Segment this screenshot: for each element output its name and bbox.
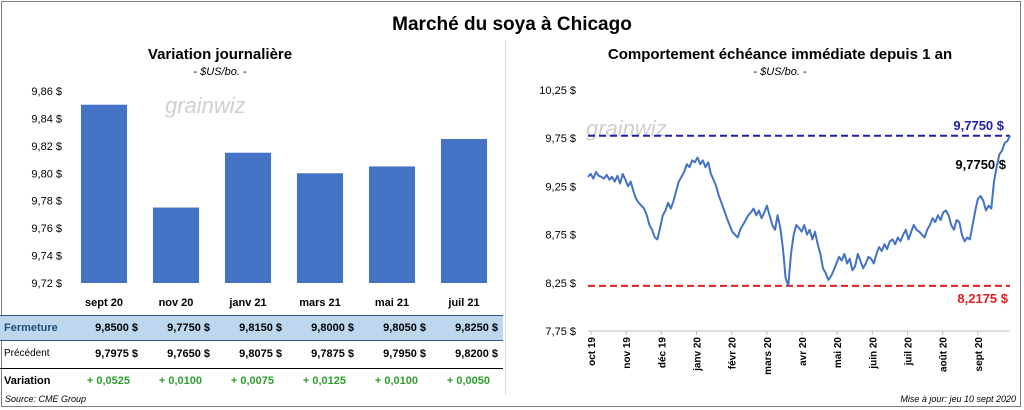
x-tick-label: févr 20 (728, 337, 739, 370)
y-tick-label: 7,75 $ (545, 326, 576, 338)
x-tick-label: juil 21 (447, 297, 479, 309)
y-tick-label: 9,78 $ (31, 196, 62, 208)
y-tick-label: 9,84 $ (31, 113, 62, 125)
precedent-cell: 9,7875 $ (311, 348, 354, 360)
precedent-cell: 9,7950 $ (383, 348, 426, 360)
variation-row: Variation + 0,0525 + 0,0100 + 0,0075 + 0… (0, 368, 503, 393)
bar (152, 207, 200, 283)
x-tick-label: sept 20 (974, 337, 985, 372)
left-chart-subtitle: - $US/bo. - (193, 66, 247, 78)
fermeture-cell: 9,8250 $ (455, 322, 498, 334)
panel-divider (505, 40, 506, 395)
precedent-cell: 9,8075 $ (239, 348, 282, 360)
variation-cell: + 0,0075 (230, 375, 274, 387)
fermeture-cell: 9,8050 $ (383, 322, 426, 334)
x-tick-label: août 20 (939, 337, 950, 372)
x-tick-label: mai 21 (375, 297, 409, 309)
y-tick-label: 10,25 $ (539, 85, 576, 97)
variation-cell: + 0,0050 (446, 375, 490, 387)
x-tick-label: juin 20 (868, 337, 879, 370)
y-tick-label: 9,76 $ (31, 223, 62, 235)
source-note: Source: CME Group (5, 394, 87, 404)
x-tick-label: sept 20 (85, 297, 123, 309)
fermeture-cell: 9,8150 $ (239, 322, 282, 334)
y-tick-label: 9,72 $ (31, 278, 62, 290)
fermeture-cell: 9,8000 $ (311, 322, 354, 334)
bar (80, 104, 128, 283)
label-low-line: 8,2175 $ (957, 291, 1008, 306)
bar-chart: grainwiz 9,72 $ 9,74 $ 9,76 $ 9,78 $ 9,80 $ 9,… (31, 86, 488, 309)
y-tick-label: 9,82 $ (31, 141, 62, 153)
label-top-line: 9,7750 $ (953, 118, 1004, 133)
watermark-logo: grainwiz (586, 116, 667, 141)
fermeture-row: Fermeture 9,8500 $ 9,7750 $ 9,8150 $ 9,8… (0, 315, 503, 341)
variation-label: Variation (4, 375, 51, 387)
x-tick-label: nov 20 (159, 297, 194, 309)
precedent-label: Précédent (4, 348, 50, 359)
main-title: Marché du soya à Chicago (392, 14, 632, 35)
right-chart-title: Comportement échéance immédiate depuis 1… (607, 46, 953, 63)
left-panel: Variation journalière - $US/bo. - grainw… (0, 0, 505, 410)
precedent-row: Précédent 9,7975 $ 9,7650 $ 9,8075 $ 9,7… (0, 342, 503, 366)
variation-cell: + 0,0125 (302, 375, 346, 387)
x-tick-label: juil 20 (904, 337, 915, 367)
precedent-cell: 9,7650 $ (167, 348, 210, 360)
variation-cell: + 0,0525 (86, 375, 130, 387)
y-tick-label: 9,25 $ (545, 181, 576, 193)
y-tick-label: 9,75 $ (545, 133, 576, 145)
series-line (587, 135, 1011, 287)
variation-cell: + 0,0100 (158, 375, 202, 387)
y-tick-label: 9,74 $ (31, 251, 62, 263)
x-tick-label: mars 20 (763, 337, 774, 375)
x-tick-label: mars 21 (299, 297, 341, 309)
y-tick-label: 8,25 $ (545, 278, 576, 290)
bar (296, 173, 344, 283)
precedent-cell: 9,7975 $ (95, 348, 138, 360)
x-tick-label: oct 19 (587, 337, 598, 366)
fermeture-cell: 9,7750 $ (167, 322, 210, 334)
x-tick-label: janv 20 (693, 337, 704, 372)
label-last-value: 9,7750 $ (955, 157, 1006, 172)
y-tick-label: 9,86 $ (31, 86, 62, 98)
x-tick-label: nov 19 (622, 337, 633, 369)
x-tick-label: mai 20 (833, 337, 844, 369)
fermeture-cell: 9,8500 $ (95, 322, 138, 334)
variation-cell: + 0,0100 (374, 375, 418, 387)
y-tick-label: 9,80 $ (31, 168, 62, 180)
watermark-logo: grainwiz (165, 93, 246, 118)
fermeture-label: Fermeture (4, 322, 58, 334)
precedent-cell: 9,8200 $ (455, 348, 498, 360)
right-chart-subtitle: - $US/bo. - (753, 66, 807, 78)
bar (224, 152, 272, 283)
bar (440, 139, 488, 283)
y-tick-label: 8,75 $ (545, 230, 576, 242)
left-chart-title: Variation journalière (147, 46, 293, 63)
bar (368, 166, 416, 283)
line-chart: grainwiz 7,75 $ 8,25 $ 8,75 $ 9,25 $ 9,75 $ 10… (539, 85, 1011, 375)
x-tick-label: déc 19 (657, 337, 668, 369)
x-tick-label: janv 21 (228, 297, 266, 309)
x-tick-label: avr 20 (798, 337, 809, 366)
update-note: Mise à jour: jeu 10 sept 2020 (900, 394, 1016, 404)
